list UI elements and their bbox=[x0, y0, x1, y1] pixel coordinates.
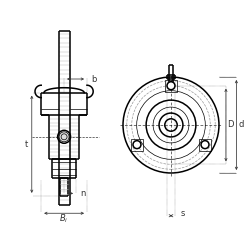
Circle shape bbox=[201, 141, 209, 148]
Text: d: d bbox=[238, 120, 244, 130]
Circle shape bbox=[59, 132, 69, 142]
Circle shape bbox=[133, 141, 141, 148]
Circle shape bbox=[167, 82, 175, 90]
Bar bbox=[199, 139, 211, 150]
Text: t: t bbox=[25, 140, 28, 149]
Bar bbox=[165, 80, 177, 92]
Text: b: b bbox=[91, 74, 96, 84]
Text: $B_i$: $B_i$ bbox=[60, 212, 69, 225]
Text: n: n bbox=[80, 189, 86, 198]
Circle shape bbox=[165, 119, 177, 131]
Text: s: s bbox=[180, 209, 184, 218]
Bar bbox=[131, 139, 143, 150]
Text: D: D bbox=[227, 120, 234, 130]
